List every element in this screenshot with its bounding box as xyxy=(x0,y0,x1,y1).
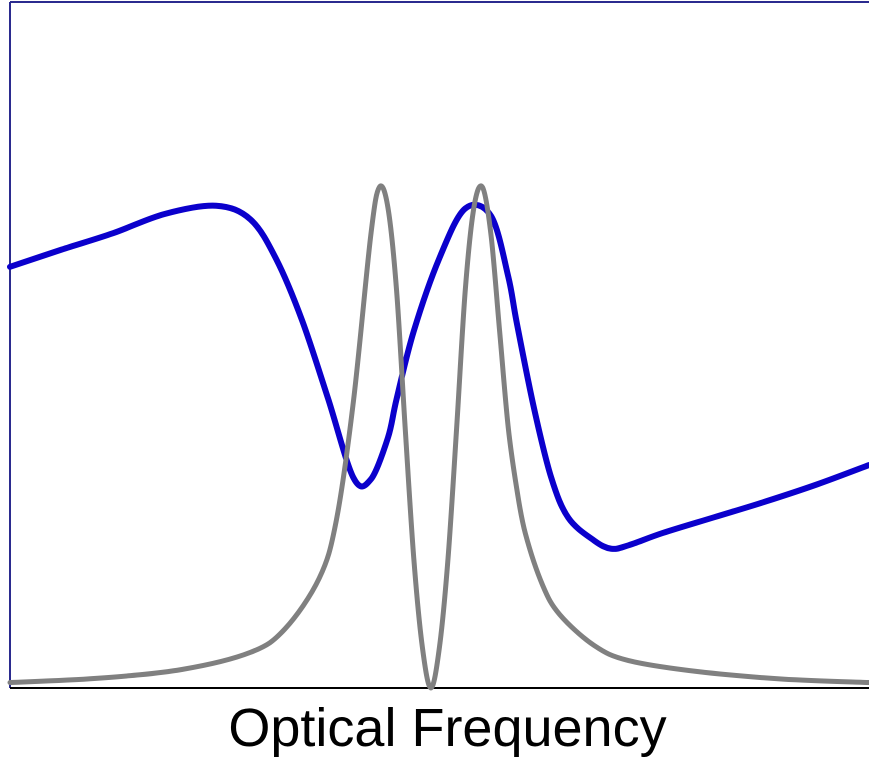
x-axis-label: Optical Frequency xyxy=(228,698,667,758)
series-line-gray xyxy=(7,183,869,691)
plot-frame xyxy=(9,1,869,689)
plot-series xyxy=(7,183,869,691)
series-line-blue xyxy=(7,201,869,552)
